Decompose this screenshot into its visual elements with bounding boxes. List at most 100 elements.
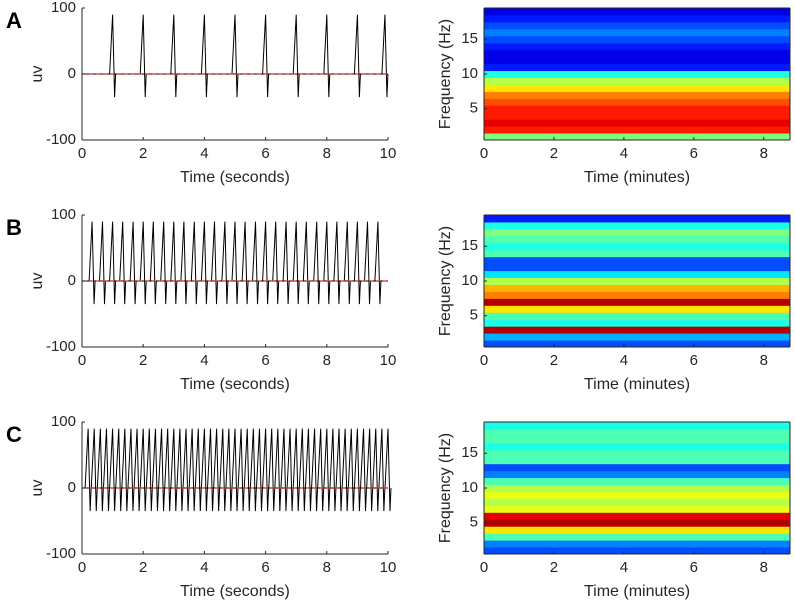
spike [372,428,380,512]
spike [255,428,263,512]
spike [190,221,198,305]
y-axis-label: uv [29,480,46,497]
spike [302,221,310,305]
spike [170,14,178,98]
x-axis-label: Time (seconds) [180,583,290,600]
spectrogram-band [484,333,790,341]
y-axis-label: Frequency (Hz) [437,433,454,543]
spectrogram-band [484,215,790,223]
spike [329,428,337,512]
spike [133,428,141,512]
spike [374,221,382,305]
spike [341,428,349,512]
spike [292,221,300,305]
spectrogram-band [484,298,790,306]
spike [231,221,239,305]
spike [282,221,290,305]
spike [353,428,361,512]
x-tick-label: 0 [480,145,488,162]
spectrogram-band [484,21,790,30]
spike [249,428,257,512]
spectrogram-band [484,470,790,479]
y-axis-label: Frequency (Hz) [437,226,454,336]
spectrogram-band [484,42,790,51]
spike [139,221,147,305]
y-tick-label: 0 [68,65,76,82]
spike [180,221,188,305]
spectrogram-band [484,498,790,506]
y-tick-label: -100 [46,338,76,355]
spike [96,428,104,512]
x-tick-label: 6 [261,145,269,162]
spike [323,221,331,305]
spike [200,428,208,512]
spike [262,221,270,305]
spectrogram-band [484,77,790,85]
spike [109,221,117,305]
y-axis-label: Frequency (Hz) [437,19,454,129]
spike [213,428,221,512]
spike [317,428,325,512]
spike [381,14,389,98]
spike [221,221,229,305]
spike [219,428,227,512]
y-tick-label: 10 [461,272,478,289]
spike [343,221,351,305]
spike [115,428,123,512]
spectrogram-band [484,435,790,444]
x-tick-label: 2 [139,352,147,369]
spectrogram-band [484,270,790,279]
x-tick-label: 10 [380,145,397,162]
spike [151,428,159,512]
spike [90,428,98,512]
y-tick-label: 5 [470,514,478,531]
spectrogram-band [484,284,790,292]
y-tick-label: 15 [461,30,478,47]
x-tick-label: 8 [760,352,768,369]
spike [286,428,294,512]
spike [243,428,251,512]
spike [170,428,178,512]
spectrogram-band [484,242,790,251]
y-tick-label: 100 [51,206,76,223]
spectrogram-band [484,519,790,527]
spike [304,428,312,512]
spike [347,428,355,512]
x-tick-label: 6 [690,145,698,162]
spike [231,14,239,98]
spike [149,221,157,305]
x-tick-label: 2 [550,352,558,369]
y-tick-label: 10 [461,479,478,496]
y-tick-label: 100 [51,413,76,430]
spike [298,428,306,512]
spectrogram-band [484,35,790,44]
x-tick-label: 4 [200,352,208,369]
y-axis-label: uv [29,66,46,83]
x-tick-label: 6 [690,352,698,369]
spectrogram-band [484,291,790,299]
spectrogram-band [484,540,790,548]
spike [366,428,374,512]
spectrogram-band [484,428,790,437]
spike [252,221,260,305]
spike [102,428,110,512]
spectrogram-band [484,305,790,313]
x-tick-label: 0 [480,559,488,576]
spectrogram-band [484,49,790,58]
spectrogram-band [484,277,790,285]
x-tick-label: 0 [480,352,488,369]
spectrogram-band [484,463,790,472]
spectrogram-band [484,422,790,430]
spike [262,14,270,98]
spectrogram-band [484,228,790,237]
spectrogram-band [484,98,790,106]
x-tick-label: 6 [690,559,698,576]
x-tick-label: 8 [760,559,768,576]
spectrogram-band [484,319,790,327]
spike [194,428,202,512]
spectrogram-band [484,56,790,65]
spike [119,221,127,305]
x-tick-label: 0 [78,352,86,369]
y-tick-label: 0 [68,479,76,496]
y-tick-label: 15 [461,237,478,254]
